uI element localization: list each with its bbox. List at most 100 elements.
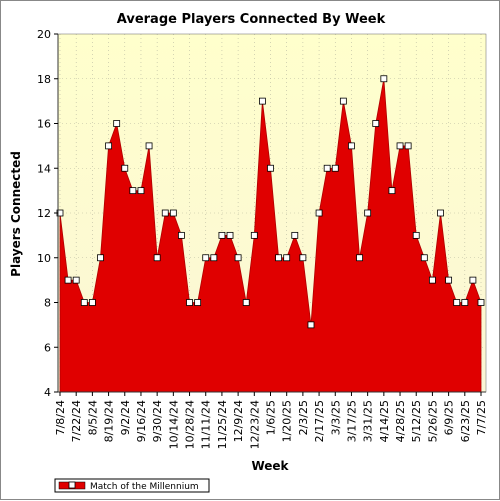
data-point <box>404 142 412 150</box>
series-area-match-of-the-millennium <box>59 78 482 393</box>
data-point <box>210 254 218 262</box>
x-tick-label: 12/9/24 <box>232 400 245 442</box>
data-point <box>299 254 307 262</box>
data-point <box>437 209 444 217</box>
data-point <box>226 231 234 239</box>
data-point <box>194 299 202 306</box>
data-point <box>242 299 250 306</box>
data-point <box>420 254 428 262</box>
data-point <box>234 254 242 262</box>
data-point <box>97 254 104 262</box>
x-tick-label: 1/6/25 <box>265 400 278 435</box>
data-point <box>348 142 355 150</box>
x-tick-label: 9/30/24 <box>151 400 164 442</box>
x-tick-label: 11/25/24 <box>216 400 229 449</box>
data-point <box>218 231 226 239</box>
data-point <box>372 120 380 127</box>
data-point <box>250 231 258 239</box>
data-point <box>477 299 485 306</box>
x-tick-label: 11/11/24 <box>200 400 213 449</box>
chart-title: Average Players Connected By Week <box>117 12 386 27</box>
x-tick-label: 6/23/25 <box>459 400 472 442</box>
data-point <box>461 299 469 306</box>
legend: Match of the Millennium <box>54 478 210 493</box>
x-tick-label: 1/20/25 <box>281 400 294 442</box>
x-tick-label: 6/9/25 <box>443 400 456 435</box>
x-axis-ticks: 7/8/24 7/22/24 8/5/24 8/19/24 9/2/24 9/16/24 9… <box>54 392 488 449</box>
data-point <box>178 231 185 239</box>
x-tick-label: 3/3/25 <box>329 400 342 435</box>
y-tick-label: 6 <box>44 341 51 354</box>
data-point <box>469 276 477 284</box>
x-tick-label: 3/31/25 <box>362 400 375 442</box>
x-tick-label: 10/14/24 <box>167 400 180 449</box>
legend-marker <box>68 481 76 489</box>
data-point <box>121 164 129 172</box>
data-point <box>429 276 436 284</box>
x-tick-label: 5/26/25 <box>426 400 439 442</box>
y-tick-label: 12 <box>37 207 51 220</box>
data-point <box>356 254 363 262</box>
x-tick-label: 7/8/24 <box>54 400 67 435</box>
data-point <box>315 209 323 217</box>
data-point <box>291 231 299 239</box>
data-point <box>169 209 177 217</box>
x-tick-label: 4/28/25 <box>394 400 407 442</box>
x-tick-label: 2/17/25 <box>313 400 326 442</box>
x-tick-label: 12/23/24 <box>248 400 261 449</box>
legend-box <box>54 478 210 493</box>
x-tick-label: 9/16/24 <box>135 400 148 442</box>
data-point <box>137 187 145 195</box>
x-tick-label: 2/3/25 <box>297 400 310 435</box>
data-point <box>307 321 315 329</box>
data-point <box>412 231 420 239</box>
x-tick-label: 9/2/24 <box>119 400 132 435</box>
data-point <box>186 299 193 306</box>
y-tick-label: 14 <box>37 162 51 175</box>
data-point <box>72 276 80 284</box>
y-tick-label: 4 <box>44 386 51 399</box>
data-point <box>323 164 331 172</box>
x-tick-label: 7/7/25 <box>475 400 488 435</box>
data-point <box>64 276 72 284</box>
x-tick-label: 4/14/25 <box>378 400 391 442</box>
y-axis-label: Players Connected <box>9 151 23 277</box>
data-point <box>267 164 274 172</box>
data-point <box>145 142 153 150</box>
data-point <box>380 75 388 83</box>
data-point <box>396 142 404 150</box>
x-tick-label: 8/5/24 <box>86 400 99 435</box>
data-point <box>331 164 339 172</box>
y-tick-label: 8 <box>44 297 51 310</box>
x-tick-label: 3/17/25 <box>345 400 358 442</box>
x-axis-label: Week <box>251 459 289 473</box>
y-tick-label: 20 <box>37 28 51 41</box>
data-points <box>56 75 485 329</box>
x-tick-label: 7/22/24 <box>70 400 83 442</box>
x-tick-label: 8/19/24 <box>103 400 116 442</box>
x-tick-label: 10/28/24 <box>184 400 197 449</box>
data-point <box>88 299 96 306</box>
data-point <box>259 97 266 105</box>
data-point <box>80 299 88 306</box>
data-point <box>113 120 121 127</box>
data-point <box>364 209 372 217</box>
data-point <box>453 299 461 306</box>
data-point <box>105 142 112 150</box>
data-point <box>153 254 161 262</box>
y-tick-label: 18 <box>37 73 51 86</box>
area-layer <box>59 78 482 393</box>
data-point <box>275 254 282 262</box>
data-point <box>161 209 169 217</box>
data-point <box>339 97 347 105</box>
data-point <box>129 187 137 195</box>
y-tick-label: 16 <box>37 118 51 131</box>
y-axis-ticks: 4 6 8 10 12 14 16 18 20 <box>37 28 58 399</box>
data-point <box>388 187 396 195</box>
legend-label: Match of the Millennium <box>90 482 199 492</box>
y-tick-label: 10 <box>37 252 51 265</box>
data-point <box>445 276 453 284</box>
data-point <box>283 254 291 262</box>
